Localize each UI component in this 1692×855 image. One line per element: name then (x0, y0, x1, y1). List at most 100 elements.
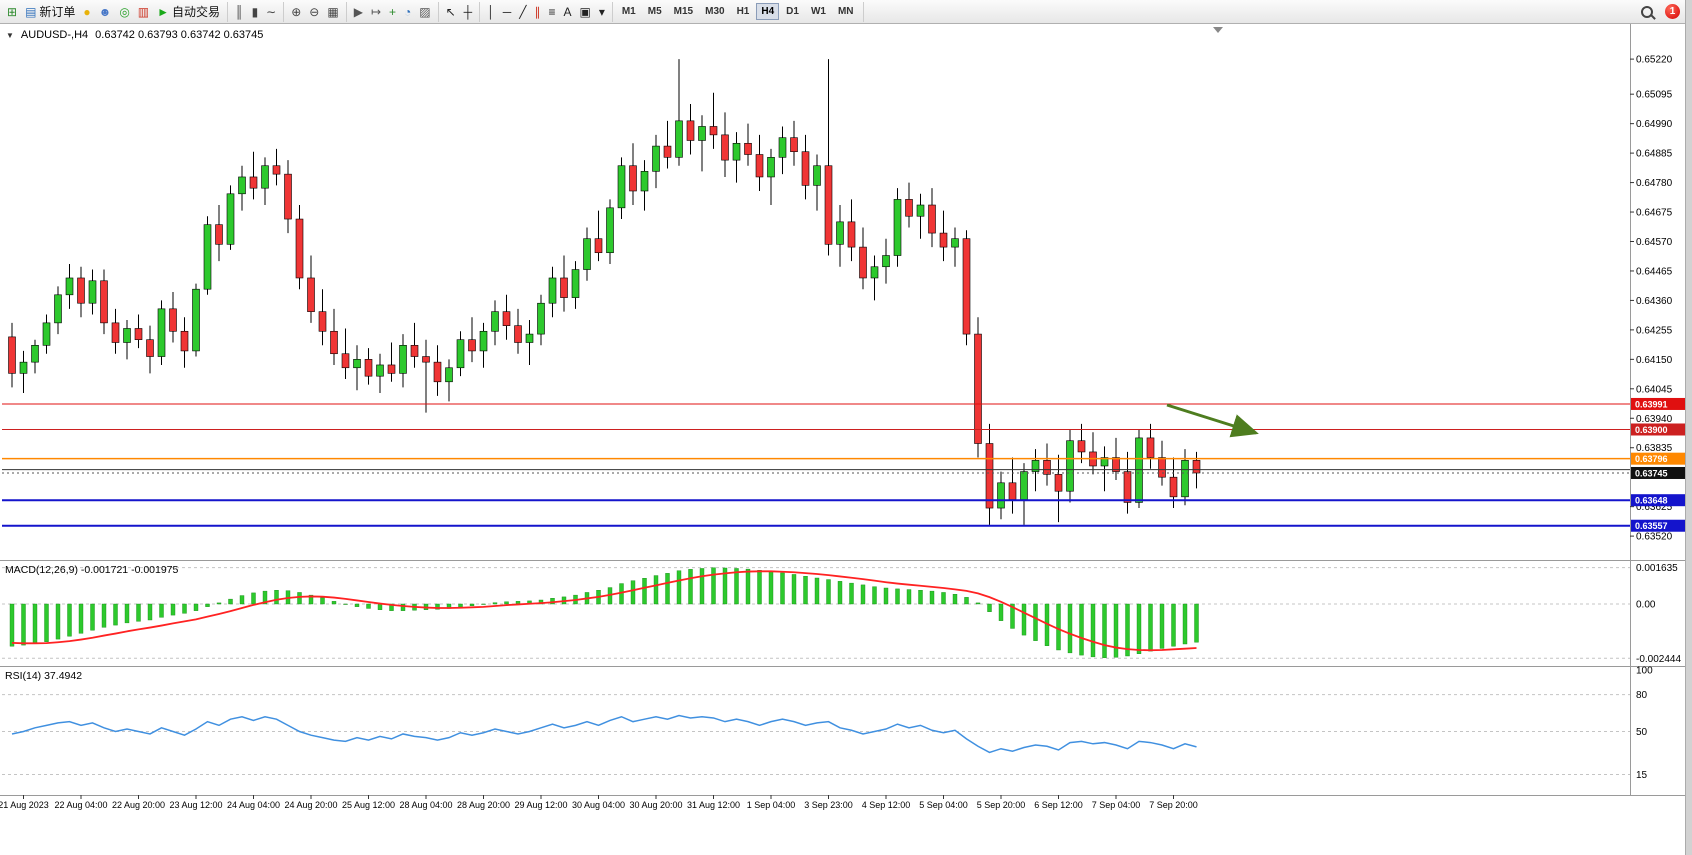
rsi-indicator-label: RSI(14) 37.4942 (5, 670, 83, 682)
toolbar-right: 1 (1637, 4, 1692, 20)
market-button[interactable]: ▥ (134, 3, 153, 21)
svg-text:24 Aug 04:00: 24 Aug 04:00 (227, 800, 280, 810)
svg-text:28 Aug 20:00: 28 Aug 20:00 (457, 800, 510, 810)
vertical-line-icon: │ (487, 4, 495, 19)
text-button[interactable]: A (559, 3, 575, 21)
price-axis: 0.65220 0.65095 0.64990 0.64885 0.64780 0.646… (1630, 55, 1673, 543)
chart-background[interactable] (0, 24, 1692, 855)
svg-text:0.63900: 0.63900 (1635, 425, 1668, 435)
timeframe-d1-button[interactable]: D1 (786, 6, 799, 17)
cursor-button[interactable]: ↖ (442, 3, 460, 21)
svg-text:31 Aug 12:00: 31 Aug 12:00 (687, 800, 740, 810)
profile-button[interactable]: ☻ (95, 3, 116, 21)
tile-windows-button[interactable]: ▦ (323, 3, 342, 21)
zoom-out-button[interactable]: ⊖ (305, 3, 323, 21)
label-icon: ▣ (579, 4, 591, 19)
svg-text:0.64675: 0.64675 (1636, 208, 1673, 219)
svg-text:0.64780: 0.64780 (1636, 178, 1673, 189)
candlestick-button[interactable]: ▮ (248, 3, 263, 21)
horizontal-line-icon: ─ (502, 4, 512, 19)
trendline-button[interactable]: ╱ (515, 3, 530, 21)
svg-text:22 Aug 04:00: 22 Aug 04:00 (54, 800, 107, 810)
timeframe-m30-button[interactable]: M30 (705, 6, 725, 17)
chart-shift-marker[interactable] (1213, 27, 1223, 33)
svg-text:15: 15 (1636, 770, 1648, 781)
fibonacci-button[interactable]: ≡ (544, 3, 559, 21)
svg-text:7 Sep 20:00: 7 Sep 20:00 (1149, 800, 1198, 810)
crosshair-button[interactable]: ┼ (460, 3, 477, 21)
mql5-button[interactable]: ● (79, 3, 94, 21)
new-order-button-label: 新订单 (39, 5, 76, 19)
timeframe-m15-button[interactable]: M15 (673, 6, 694, 17)
timeframe-m1-button[interactable]: M1 (621, 6, 636, 17)
clock-icon: ◔ (404, 4, 412, 19)
macd-signal-line (11, 570, 1197, 652)
auto-scroll-icon: ▶ (353, 4, 363, 19)
svg-text:3 Sep 23:00: 3 Sep 23:00 (804, 800, 853, 810)
chart-type-group: ║ ▮ ∼ (228, 1, 285, 22)
timeframe-w1-button[interactable]: W1 (810, 6, 826, 17)
vertical-line-button[interactable]: │ (483, 3, 499, 21)
candlestick-icon: ▮ (251, 4, 259, 19)
svg-text:0.64990: 0.64990 (1636, 119, 1673, 130)
trend-arrow[interactable] (1166, 403, 1259, 438)
svg-text:4 Sep 12:00: 4 Sep 12:00 (862, 800, 911, 810)
svg-text:0.00: 0.00 (1636, 600, 1656, 611)
notification-badge[interactable]: 1 (1665, 4, 1680, 19)
timeframe-mn-button[interactable]: MN (837, 6, 854, 17)
zoom-in-button[interactable]: ⊕ (287, 3, 305, 21)
bar-chart-button[interactable]: ║ (231, 3, 248, 21)
svg-text:0.63796: 0.63796 (1635, 454, 1668, 464)
time-axis: 21 Aug 2023 22 Aug 04:00 22 Aug 20:00 23 Au… (0, 795, 1198, 810)
timeframe-h4-button[interactable]: H4 (756, 3, 780, 20)
indicators-button[interactable]: + (385, 3, 400, 21)
svg-text:50: 50 (1636, 727, 1648, 738)
svg-text:0.63520: 0.63520 (1636, 532, 1673, 543)
line-chart-button[interactable]: ∼ (262, 3, 280, 21)
svg-text:29 Aug 12:00: 29 Aug 12:00 (514, 800, 567, 810)
right-scrollbar[interactable] (1685, 0, 1692, 855)
svg-text:0.63557: 0.63557 (1635, 521, 1668, 531)
timeframe-h1-button[interactable]: H1 (736, 6, 750, 17)
svg-text:0.65095: 0.65095 (1636, 90, 1673, 101)
periods-button[interactable]: ◔ (400, 3, 415, 21)
price-levels[interactable] (2, 403, 1630, 527)
svg-text:22 Aug 20:00: 22 Aug 20:00 (112, 800, 165, 810)
shapes-dropdown-icon: ▾ (598, 4, 605, 19)
auto-trading-button[interactable]: ► 自动交易 (153, 1, 224, 22)
channel-button[interactable]: ∥ (530, 3, 544, 21)
auto-trading-button-label: 自动交易 (172, 5, 221, 19)
shapes-button[interactable]: ▾ (595, 3, 609, 21)
svg-text:0.63648: 0.63648 (1635, 496, 1668, 506)
symbol-label: ▼ AUDUSD-,H4 0.63742 0.63793 0.63742 0.6… (6, 29, 263, 41)
macd-axis: 0.001635 0.00 -0.002444 (2, 563, 1681, 665)
new-order-icon: ▤ (25, 4, 37, 19)
svg-text:7 Sep 04:00: 7 Sep 04:00 (1092, 800, 1141, 810)
svg-text:-0.002444: -0.002444 (1636, 654, 1681, 665)
chart-shift-button[interactable]: ↦ (367, 3, 385, 21)
timeframe-m5-button[interactable]: M5 (647, 6, 662, 17)
symbol-dropdown-icon[interactable]: ▼ (6, 30, 14, 40)
label-button[interactable]: ▣ (575, 3, 594, 21)
new-order-button[interactable]: ▤ 新订单 (21, 1, 79, 22)
svg-text:0.64885: 0.64885 (1636, 149, 1673, 160)
svg-text:1 Sep 04:00: 1 Sep 04:00 (747, 800, 796, 810)
community-button[interactable]: ◎ (115, 3, 133, 21)
toolbar: ⊞ ▤ 新订单 ● ☻ ◎ ▥ ► 自动交易 ║ ▮ ∼ ⊕ ⊖ ▦ ▶ ↦ + ◔ ▨ ↖ ┼ │ ─ ╱ ∥ ≡ A ▣ ▾ M1 M5 M… (0, 0, 1692, 24)
svg-text:0.63745: 0.63745 (1635, 468, 1668, 478)
svg-text:6 Sep 12:00: 6 Sep 12:00 (1034, 800, 1083, 810)
play-icon: ► (157, 4, 170, 19)
horizontal-line-button[interactable]: ─ (499, 3, 516, 21)
auto-scroll-button[interactable]: ▶ (350, 3, 367, 21)
channel-icon: ∥ (534, 4, 541, 19)
svg-text:5 Sep 20:00: 5 Sep 20:00 (977, 800, 1026, 810)
search-button[interactable] (1637, 4, 1657, 20)
new-chart-button[interactable]: ⊞ (3, 3, 21, 21)
timeframe-group: M1 M5 M15 M30 H1 H4 D1 W1 MN (613, 1, 864, 22)
bulb-icon: ● (83, 4, 91, 19)
svg-text:0.63991: 0.63991 (1635, 399, 1668, 409)
search-icon (1641, 5, 1653, 18)
templates-button[interactable]: ▨ (415, 3, 434, 21)
zoom-in-icon: ⊕ (291, 4, 302, 19)
